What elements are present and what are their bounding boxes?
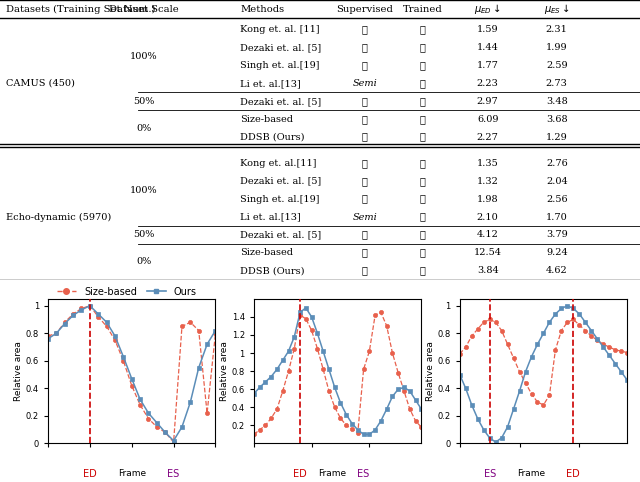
Text: ✓: ✓: [419, 213, 426, 222]
Text: 2.04: 2.04: [546, 177, 568, 186]
Text: DDSB (Ours): DDSB (Ours): [240, 133, 305, 142]
Text: Kong et. al. [11]: Kong et. al. [11]: [240, 26, 319, 34]
Text: 2.56: 2.56: [546, 195, 568, 203]
Text: ES: ES: [483, 469, 496, 480]
Text: Dezaki et. al. [5]: Dezaki et. al. [5]: [240, 230, 321, 240]
Text: Dataset Scale: Dataset Scale: [109, 5, 179, 13]
Text: Singh et. al.[19]: Singh et. al.[19]: [240, 195, 319, 203]
Text: ✓: ✓: [419, 79, 426, 88]
Text: ✗: ✗: [362, 115, 368, 124]
Y-axis label: Relative area: Relative area: [14, 341, 23, 401]
Text: Methods: Methods: [240, 5, 284, 13]
Text: Trained: Trained: [403, 5, 442, 13]
Text: ✗: ✗: [362, 133, 368, 142]
Text: 6.09: 6.09: [477, 115, 499, 124]
Y-axis label: Relative area: Relative area: [220, 341, 229, 401]
Text: 1.44: 1.44: [477, 43, 499, 52]
Text: 1.32: 1.32: [477, 177, 499, 186]
Text: Frame: Frame: [518, 469, 545, 479]
Text: ✓: ✓: [362, 177, 368, 186]
Text: 9.24: 9.24: [546, 248, 568, 257]
Text: 2.76: 2.76: [546, 159, 568, 168]
Text: ✓: ✓: [419, 230, 426, 240]
Text: Frame: Frame: [118, 469, 146, 479]
Text: Size-based: Size-based: [240, 115, 293, 124]
Text: 0%: 0%: [136, 257, 152, 266]
Text: 1.29: 1.29: [546, 133, 568, 142]
Text: Kong et. al.[11]: Kong et. al.[11]: [240, 159, 317, 168]
Legend: Size-based, Ours: Size-based, Ours: [53, 283, 201, 300]
Text: 2.31: 2.31: [546, 26, 568, 34]
Text: ✗: ✗: [419, 248, 426, 257]
Text: Dezaki et. al. [5]: Dezaki et. al. [5]: [240, 43, 321, 52]
Text: 100%: 100%: [130, 186, 158, 195]
Text: ✓: ✓: [419, 159, 426, 168]
Text: ✓: ✓: [419, 43, 426, 52]
Text: ✓: ✓: [362, 195, 368, 203]
Text: 4.62: 4.62: [546, 266, 568, 275]
Text: Semi: Semi: [353, 79, 377, 88]
Text: Dezaki et. al. [5]: Dezaki et. al. [5]: [240, 97, 321, 106]
Text: 1.99: 1.99: [546, 43, 568, 52]
Text: 3.48: 3.48: [546, 97, 568, 106]
Text: $\mu_{ED}$$\downarrow$: $\mu_{ED}$$\downarrow$: [474, 2, 501, 16]
Text: 1.77: 1.77: [477, 61, 499, 70]
Text: 3.68: 3.68: [546, 115, 568, 124]
Text: Singh et. al.[19]: Singh et. al.[19]: [240, 61, 319, 70]
Text: ✗: ✗: [419, 266, 426, 275]
Text: $\mu_{ES}$$\downarrow$: $\mu_{ES}$$\downarrow$: [544, 2, 570, 16]
Text: 2.10: 2.10: [477, 213, 499, 222]
Text: ✓: ✓: [362, 97, 368, 106]
Text: 3.84: 3.84: [477, 266, 499, 275]
Text: Datasets (Training Set Num.): Datasets (Training Set Num.): [6, 5, 156, 14]
Y-axis label: Relative area: Relative area: [426, 341, 435, 401]
Text: ED: ED: [293, 469, 307, 480]
Text: 50%: 50%: [133, 230, 155, 240]
Text: Li et. al.[13]: Li et. al.[13]: [240, 79, 301, 88]
Text: Li et. al.[13]: Li et. al.[13]: [240, 213, 301, 222]
Text: ✓: ✓: [419, 97, 426, 106]
Text: ED: ED: [83, 469, 97, 480]
Text: ✗: ✗: [362, 248, 368, 257]
Text: 2.97: 2.97: [477, 97, 499, 106]
Text: Semi: Semi: [353, 213, 377, 222]
Text: 12.54: 12.54: [474, 248, 502, 257]
Text: ✓: ✓: [362, 230, 368, 240]
Text: ✓: ✓: [362, 61, 368, 70]
Text: ES: ES: [168, 469, 180, 480]
Text: ✓: ✓: [419, 177, 426, 186]
Text: 1.35: 1.35: [477, 159, 499, 168]
Text: Supervised: Supervised: [337, 5, 393, 13]
Text: ✓: ✓: [362, 26, 368, 34]
Text: ✓: ✓: [362, 159, 368, 168]
Text: ✓: ✓: [419, 26, 426, 34]
Text: ✗: ✗: [419, 133, 426, 142]
Text: ✓: ✓: [419, 61, 426, 70]
Text: 2.27: 2.27: [477, 133, 499, 142]
Text: Echo-dynamic (5970): Echo-dynamic (5970): [6, 213, 111, 222]
Text: 1.70: 1.70: [546, 213, 568, 222]
Text: ✓: ✓: [419, 195, 426, 203]
Text: 50%: 50%: [133, 97, 155, 106]
Text: 2.59: 2.59: [546, 61, 568, 70]
Text: 2.23: 2.23: [477, 79, 499, 88]
Text: 0%: 0%: [136, 124, 152, 133]
Text: DDSB (Ours): DDSB (Ours): [240, 266, 305, 275]
Text: CAMUS (450): CAMUS (450): [6, 79, 76, 88]
Text: Size-based: Size-based: [240, 248, 293, 257]
Text: 1.59: 1.59: [477, 26, 499, 34]
Text: Dezaki et. al. [5]: Dezaki et. al. [5]: [240, 177, 321, 186]
Text: 2.73: 2.73: [546, 79, 568, 88]
Text: ✗: ✗: [362, 266, 368, 275]
Text: ✓: ✓: [362, 43, 368, 52]
Text: 100%: 100%: [130, 52, 158, 61]
Text: ED: ED: [566, 469, 580, 480]
Text: Frame: Frame: [318, 469, 346, 479]
Text: 4.12: 4.12: [477, 230, 499, 240]
Text: 3.79: 3.79: [546, 230, 568, 240]
Text: 1.98: 1.98: [477, 195, 499, 203]
Text: ES: ES: [358, 469, 370, 480]
Text: ✗: ✗: [419, 115, 426, 124]
